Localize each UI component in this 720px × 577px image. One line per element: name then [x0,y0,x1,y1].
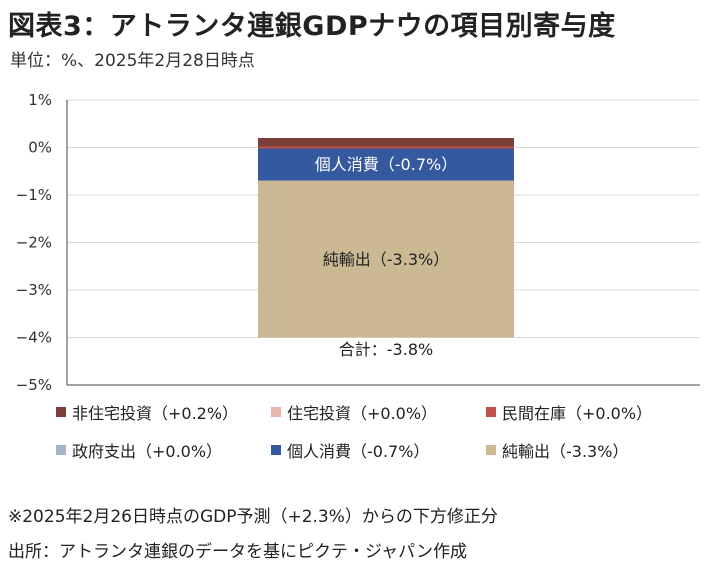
chart-legend: 非住宅投資（+0.2%） 住宅投資（+0.0%） 民間在庫（+0.0%） 政府支… [56,400,676,462]
y-tick-label: −3% [16,281,52,299]
stacked-bar-chart: 1% 0% −1% −2% −3% −4% −5% 個人消費（-0.7%） 純輸出（-3.3%）… [16,91,700,394]
legend-item-personal-consumption: 個人消費（-0.7%） [271,438,486,462]
legend-label: 個人消費（-0.7%） [287,442,430,461]
bar-personal-consumption [258,147,514,181]
legend-item-net-exports: 純輸出（-3.3%） [486,438,676,462]
bar-total-label: 合計：-3.8% [339,340,433,359]
source-note: 出所：アトランタ連銀のデータを基にピクテ・ジャパン作成 [8,542,467,562]
legend-swatch [486,407,496,417]
footnote: ※2025年2月26日時点のGDP予測（+2.3%）からの下方修正分 [8,507,498,527]
y-tick-label: 1% [28,91,52,109]
bar-label-consumption: 個人消費（-0.7%） [315,155,457,174]
y-tick-label: −1% [16,186,52,204]
y-tick-label: −4% [16,329,52,347]
legend-label: 民間在庫（+0.0%） [502,404,653,423]
legend-swatch [271,445,281,455]
chart-title: 図表3：アトランタ連銀GDPナウの項目別寄与度 [8,11,616,42]
bar-label-net-exports: 純輸出（-3.3%） [323,250,449,269]
bar-net-exports [258,180,514,338]
legend-label: 政府支出（+0.0%） [72,442,223,461]
legend-swatch [56,407,66,417]
legend-label: 純輸出（-3.3%） [502,442,629,461]
legend-item-private-inventories: 民間在庫（+0.0%） [486,400,676,424]
legend-swatch [271,407,281,417]
chart-subtitle: 単位：%、2025年2月28日時点 [10,51,255,71]
y-tick-label: −5% [16,376,52,394]
y-tick-label: 0% [28,139,52,157]
legend-swatch [56,445,66,455]
legend-swatch [486,445,496,455]
legend-label: 非住宅投資（+0.2%） [72,404,239,423]
bar-nonresidential-investment [258,138,514,148]
legend-item-residential-investment: 住宅投資（+0.0%） [271,400,486,424]
legend-label: 住宅投資（+0.0%） [287,404,438,423]
y-tick-label: −2% [16,234,52,252]
legend-item-nonresidential-investment: 非住宅投資（+0.2%） [56,400,271,424]
legend-item-government-spending: 政府支出（+0.0%） [56,438,271,462]
